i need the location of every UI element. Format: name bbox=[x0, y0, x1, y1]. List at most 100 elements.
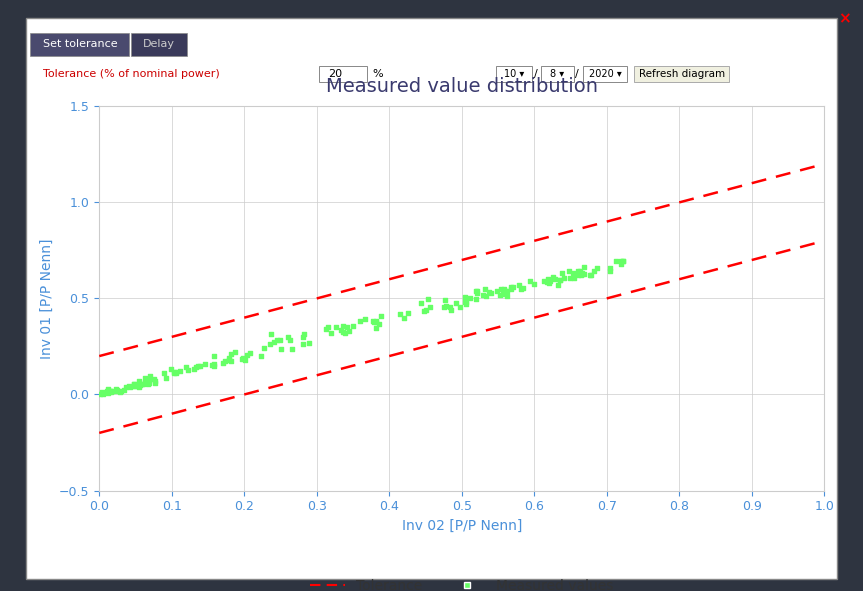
Point bbox=[443, 302, 457, 311]
Text: Delay: Delay bbox=[142, 40, 175, 49]
Point bbox=[336, 321, 350, 330]
Point bbox=[103, 386, 117, 395]
Point bbox=[296, 333, 310, 342]
Point bbox=[167, 367, 180, 376]
Point bbox=[540, 278, 554, 287]
Point bbox=[181, 365, 195, 374]
Point bbox=[590, 263, 604, 272]
Point bbox=[437, 303, 450, 312]
Point bbox=[501, 291, 514, 301]
Point bbox=[134, 381, 148, 390]
Point bbox=[318, 324, 332, 333]
Point bbox=[453, 303, 467, 312]
Text: 8 ▾: 8 ▾ bbox=[551, 69, 564, 79]
Point bbox=[110, 385, 123, 395]
Point bbox=[575, 269, 589, 279]
Bar bbox=[131, 33, 187, 56]
Point bbox=[193, 361, 207, 371]
Point bbox=[101, 388, 115, 398]
Point bbox=[470, 287, 484, 296]
Point bbox=[283, 335, 297, 345]
Text: Refresh diagram: Refresh diagram bbox=[639, 69, 725, 79]
Point bbox=[257, 343, 271, 353]
Text: %: % bbox=[373, 69, 383, 79]
Point bbox=[119, 382, 133, 392]
X-axis label: Inv 02 [P/P Nenn]: Inv 02 [P/P Nenn] bbox=[401, 519, 522, 533]
Point bbox=[142, 374, 155, 384]
Point bbox=[335, 325, 349, 335]
Point bbox=[479, 291, 493, 300]
Point bbox=[366, 316, 380, 326]
Point bbox=[459, 300, 473, 309]
Point bbox=[542, 278, 556, 288]
Point bbox=[614, 256, 627, 266]
Point bbox=[136, 379, 150, 389]
Point bbox=[142, 378, 156, 388]
Point bbox=[207, 359, 221, 369]
Point bbox=[224, 349, 237, 359]
Point bbox=[123, 382, 136, 392]
Point bbox=[281, 332, 295, 342]
Point bbox=[482, 287, 495, 297]
Point bbox=[354, 317, 368, 326]
Legend: Tolerance, Measured values: Tolerance, Measured values bbox=[305, 574, 619, 591]
Point bbox=[127, 379, 141, 389]
Point bbox=[438, 296, 451, 305]
Point bbox=[458, 297, 472, 306]
Point bbox=[463, 293, 476, 303]
Point bbox=[104, 388, 117, 397]
Point bbox=[132, 382, 146, 391]
Point bbox=[523, 277, 537, 286]
Point bbox=[538, 277, 551, 286]
Point bbox=[496, 290, 510, 299]
Point bbox=[148, 378, 162, 387]
Point bbox=[223, 355, 236, 365]
Point bbox=[369, 323, 383, 332]
Point bbox=[117, 385, 131, 395]
Point bbox=[104, 386, 118, 395]
Bar bbox=[583, 66, 627, 82]
Point bbox=[168, 367, 182, 376]
Point bbox=[302, 339, 316, 348]
Point bbox=[169, 369, 183, 378]
Point bbox=[274, 345, 288, 354]
Point bbox=[469, 286, 482, 296]
Bar bbox=[541, 66, 574, 82]
Point bbox=[484, 288, 498, 298]
Point bbox=[374, 311, 387, 321]
Point bbox=[504, 284, 518, 293]
Point bbox=[296, 339, 310, 349]
Point bbox=[243, 348, 257, 358]
Point bbox=[340, 323, 354, 332]
Point bbox=[373, 320, 387, 329]
Point bbox=[160, 374, 173, 383]
Point bbox=[553, 275, 567, 284]
Point bbox=[270, 335, 284, 345]
Point bbox=[93, 389, 107, 398]
Bar bbox=[319, 66, 367, 82]
Point bbox=[513, 284, 527, 294]
Text: ×: × bbox=[838, 11, 850, 27]
Point bbox=[205, 360, 219, 369]
Point bbox=[100, 386, 114, 395]
Point bbox=[173, 366, 186, 376]
Point bbox=[235, 354, 249, 363]
Point bbox=[543, 276, 557, 285]
Point bbox=[96, 389, 110, 398]
Point bbox=[338, 328, 352, 337]
Point bbox=[138, 374, 152, 383]
Point bbox=[241, 350, 255, 360]
Text: 2020 ▾: 2020 ▾ bbox=[589, 69, 621, 79]
Point bbox=[138, 378, 152, 387]
Point bbox=[114, 387, 128, 397]
Point bbox=[123, 381, 136, 391]
Point bbox=[575, 268, 589, 278]
Point bbox=[222, 353, 236, 362]
Point bbox=[186, 365, 200, 374]
Point bbox=[263, 339, 277, 349]
Text: Set tolerance: Set tolerance bbox=[43, 40, 117, 49]
Point bbox=[224, 356, 237, 366]
Point bbox=[369, 317, 382, 326]
Point bbox=[602, 267, 616, 276]
Point bbox=[423, 302, 437, 311]
